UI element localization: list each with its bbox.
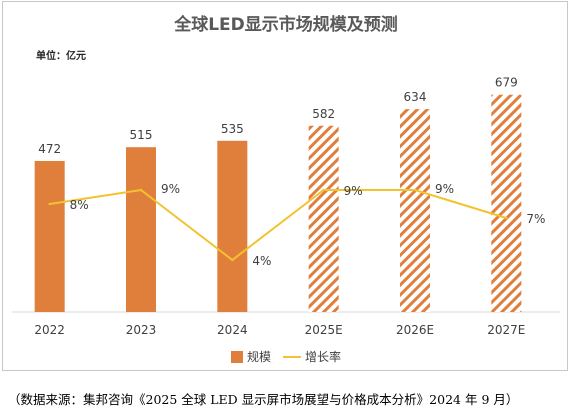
- bar-value-label: 634: [404, 90, 427, 104]
- growth-rate-label: 7%: [526, 212, 545, 226]
- bar-2026E: [400, 109, 430, 313]
- bar-value-label: 472: [38, 142, 61, 156]
- legend-swatch-bar: [230, 350, 243, 363]
- growth-rate-label: 4%: [252, 254, 271, 268]
- growth-rate-point: [139, 188, 143, 192]
- bar-value-label: 535: [221, 122, 244, 136]
- growth-rate-point: [505, 216, 508, 220]
- legend: 规模 增长率: [0, 348, 572, 365]
- legend-swatch-line: [283, 355, 301, 358]
- growth-rate-point: [231, 258, 234, 262]
- growth-rate-point: [413, 188, 417, 192]
- x-tick-label: 2025E: [305, 323, 343, 337]
- chart-title: 全球LED显示市场规模及预测: [174, 15, 398, 35]
- bar-2025E: [308, 125, 339, 312]
- source-note: （数据来源：集邦咨询《2025 全球 LED 显示屏市场展望与价格成本分析》20…: [8, 392, 519, 407]
- growth-rate-label: 9%: [344, 184, 363, 198]
- legend-label-bar: 规模: [246, 350, 271, 364]
- bar-value-label: 515: [130, 128, 153, 142]
- legend-label-line: 增长率: [305, 350, 342, 364]
- x-tick-label: 2022: [34, 323, 65, 337]
- growth-rate-point: [322, 188, 325, 192]
- x-tick-label: 2027E: [487, 323, 525, 337]
- legend-item-bar: 规模: [230, 348, 271, 365]
- growth-rate-point: [48, 202, 51, 206]
- growth-rate-label: 8%: [70, 198, 89, 212]
- legend-item-line: 增长率: [283, 348, 341, 365]
- x-tick-label: 2024: [217, 323, 248, 337]
- bar-2027E: [491, 94, 522, 312]
- x-tick-label: 2023: [126, 323, 157, 337]
- plot-area: 472 2022 515 2023 535 2024 582 2025E 634 2026E 679…: [12, 76, 560, 337]
- growth-rate-label: 9%: [161, 182, 180, 196]
- bar-2023: [126, 147, 156, 312]
- chart-frame: [2, 1, 568, 371]
- x-tick-label: 2026E: [396, 323, 434, 337]
- growth-rate-label: 9%: [435, 182, 454, 196]
- bar-value-label: 679: [495, 76, 518, 90]
- unit-label: 单位：亿元: [36, 51, 86, 62]
- bar-2022: [34, 160, 65, 312]
- bar-value-label: 582: [312, 107, 335, 121]
- bar-2024: [217, 140, 248, 312]
- growth-rate-line: [49, 188, 507, 262]
